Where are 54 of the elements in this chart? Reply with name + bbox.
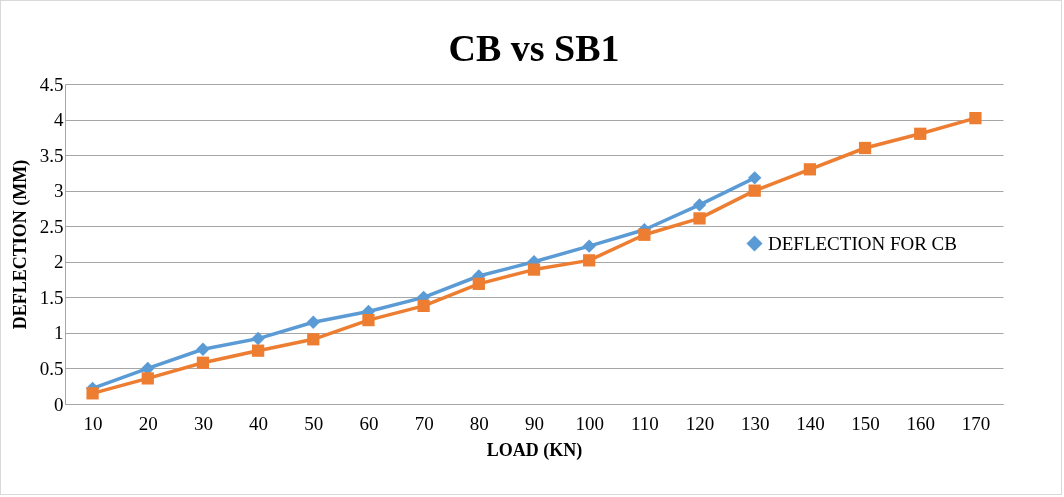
point xyxy=(196,342,210,356)
x-tick-label: 20 xyxy=(138,412,158,434)
point xyxy=(969,112,982,125)
chart-title: CB vs SB1 xyxy=(448,27,620,69)
y-tick-label: 3 xyxy=(54,180,64,202)
x-tick-label: 90 xyxy=(525,412,544,434)
x-tick-label: 170 xyxy=(961,412,991,434)
x-tick-label: 140 xyxy=(796,412,825,434)
point xyxy=(251,344,265,357)
point xyxy=(693,212,706,225)
x-tick-label: 110 xyxy=(630,412,659,434)
x-tick-label: 80 xyxy=(469,412,489,434)
y-tick-label: 4 xyxy=(54,109,64,131)
point xyxy=(748,184,761,197)
y-tick-label: 3.5 xyxy=(39,144,64,166)
x-tick-label: 120 xyxy=(685,412,715,434)
x-tick-label: 60 xyxy=(359,412,379,434)
point xyxy=(748,171,762,185)
y-tick-label: 0.5 xyxy=(39,357,64,379)
point xyxy=(583,254,596,267)
x-tick-label: 70 xyxy=(414,412,434,434)
x-tick-label: 150 xyxy=(851,412,880,434)
point xyxy=(86,387,99,400)
point xyxy=(306,315,320,329)
point xyxy=(196,356,210,369)
x-tick-label: 130 xyxy=(740,412,770,434)
legend-label: DEFLECTION FOR CB xyxy=(768,232,957,254)
x-tick-label: 40 xyxy=(249,412,269,434)
y-axis-title: DEFLECTION (MM) xyxy=(9,159,31,330)
y-tick-label: 4.5 xyxy=(39,73,64,95)
y-tick-label: 1 xyxy=(54,322,64,344)
x-tick-label: 10 xyxy=(83,412,103,434)
y-tick-label: 2.5 xyxy=(39,215,64,237)
point xyxy=(692,198,707,212)
x-tick-label: 30 xyxy=(193,412,213,434)
y-tick-label: 2 xyxy=(54,251,64,273)
point xyxy=(141,372,154,385)
point xyxy=(858,141,872,155)
point xyxy=(527,263,541,276)
point xyxy=(638,228,651,241)
point xyxy=(582,239,596,253)
point xyxy=(307,333,320,346)
x-tick-label: 100 xyxy=(575,412,604,434)
y-tick-label: 0 xyxy=(54,393,64,415)
point xyxy=(362,313,375,327)
point xyxy=(417,299,430,312)
point xyxy=(803,163,817,176)
point xyxy=(251,331,265,346)
x-axis-title: LOAD (KN) xyxy=(486,439,583,461)
x-tick-label: 50 xyxy=(304,412,324,434)
y-tick-label: 1.5 xyxy=(39,286,64,308)
point xyxy=(914,127,927,140)
point xyxy=(472,277,485,290)
x-tick-label: 160 xyxy=(906,412,935,434)
